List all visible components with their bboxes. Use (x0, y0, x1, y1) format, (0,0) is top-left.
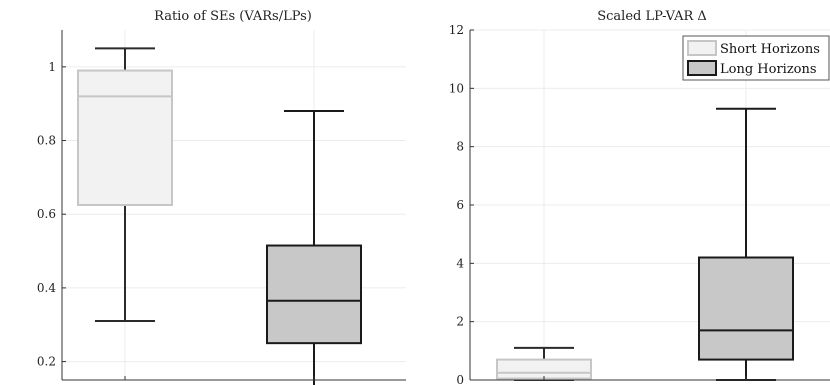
right-y-tick-label: 0 (456, 373, 464, 385)
left-y-tick-label: 0.2 (37, 355, 56, 369)
right-short-box (496, 358, 592, 380)
right-y-tick-label: 6 (456, 198, 464, 212)
legend-swatch-short-horizons (687, 40, 717, 56)
right-long-box (698, 256, 794, 361)
legend-label-long-horizons: Long Horizons (720, 62, 817, 77)
legend-label-short-horizons: Short Horizons (720, 42, 820, 57)
right-legend: Short Horizons Long Horizons (682, 35, 830, 81)
right-y-tick-label: 8 (456, 140, 464, 154)
left-y-tick-label: 0.6 (37, 207, 56, 221)
left-y-tick-label: 0.4 (37, 281, 56, 295)
right-y-tick-label: 10 (449, 81, 464, 95)
right-boxes (496, 107, 794, 381)
left-boxes (77, 47, 362, 385)
right-chart-title: Scaled LP-VAR Δ (597, 9, 707, 24)
left-short-box (77, 69, 173, 206)
right-y-tick-label: 12 (449, 23, 464, 37)
left-axes: 0.2 0.4 0.6 0.8 1 (37, 30, 406, 381)
left-panel: Ratio of SEs (VARs/LPs) 0.2 0.4 0.6 0.8 1 (37, 9, 406, 385)
legend-swatch-long-horizons (687, 60, 717, 76)
left-y-tick-label: 1 (48, 60, 56, 74)
left-long-box (266, 244, 362, 345)
right-axes: 0 2 4 6 8 10 12 (449, 23, 830, 385)
left-y-tick-label: 0.8 (37, 134, 56, 148)
right-y-tick-label: 2 (456, 315, 464, 329)
right-panel: Scaled LP-VAR Δ 0 2 4 6 8 10 12 Short Horizons… (449, 9, 830, 385)
right-y-tick-label: 4 (456, 256, 464, 270)
left-chart-title: Ratio of SEs (VARs/LPs) (154, 9, 312, 24)
